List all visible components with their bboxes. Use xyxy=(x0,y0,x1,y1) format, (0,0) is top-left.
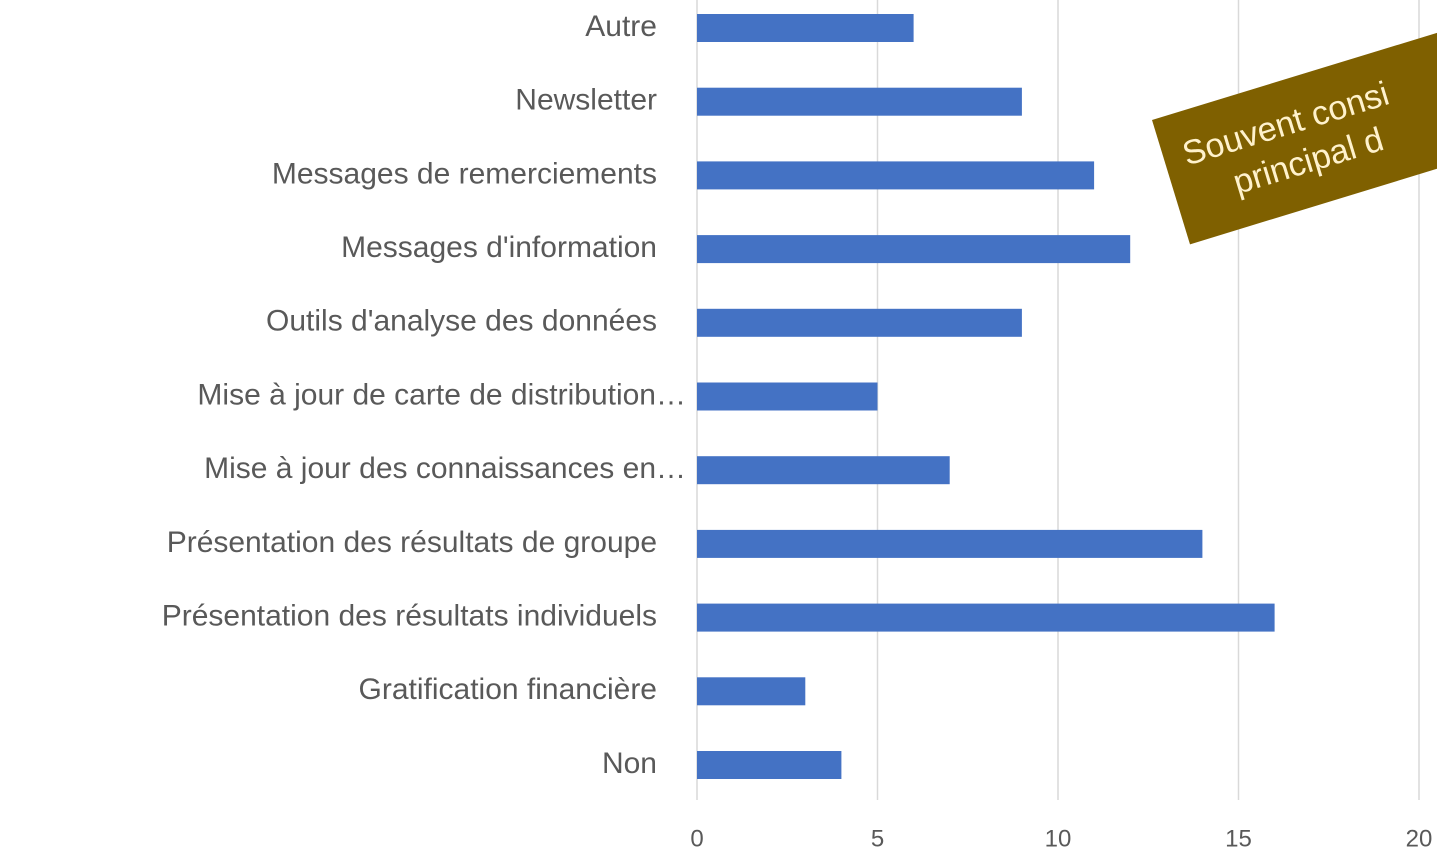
bar xyxy=(697,751,842,779)
x-tick-label: 5 xyxy=(871,825,884,852)
bar xyxy=(697,161,1095,190)
bar xyxy=(697,308,1022,337)
bar xyxy=(697,87,1022,116)
bar xyxy=(697,235,1131,264)
y-tick-label: Présentation des résultats individuels xyxy=(162,600,657,633)
y-tick-label: Autre xyxy=(585,10,657,43)
annotation-box xyxy=(1152,0,1437,245)
bar xyxy=(697,529,1203,558)
y-tick-label: Mise à jour de carte de distribution… xyxy=(197,378,686,411)
x-tick-label: 10 xyxy=(1045,825,1072,852)
bar xyxy=(697,14,914,42)
y-tick-label: Outils d'analyse des données xyxy=(266,305,657,338)
bar xyxy=(697,603,1275,632)
bar xyxy=(697,456,950,485)
y-tick-label: Présentation des résultats de groupe xyxy=(167,526,657,559)
x-tick-label: 15 xyxy=(1225,825,1252,852)
y-tick-label: Gratification financière xyxy=(359,673,657,706)
bar xyxy=(697,677,806,706)
x-tick-label: 20 xyxy=(1406,825,1433,852)
y-tick-label: Mise à jour des connaissances en… xyxy=(204,452,686,485)
y-tick-label: Messages d'information xyxy=(341,231,657,264)
y-tick-label: Non xyxy=(602,747,657,780)
y-tick-label: Messages de remerciements xyxy=(272,157,657,190)
x-tick-label: 0 xyxy=(690,825,703,852)
y-tick-label: Newsletter xyxy=(515,84,657,117)
bar xyxy=(697,382,878,411)
